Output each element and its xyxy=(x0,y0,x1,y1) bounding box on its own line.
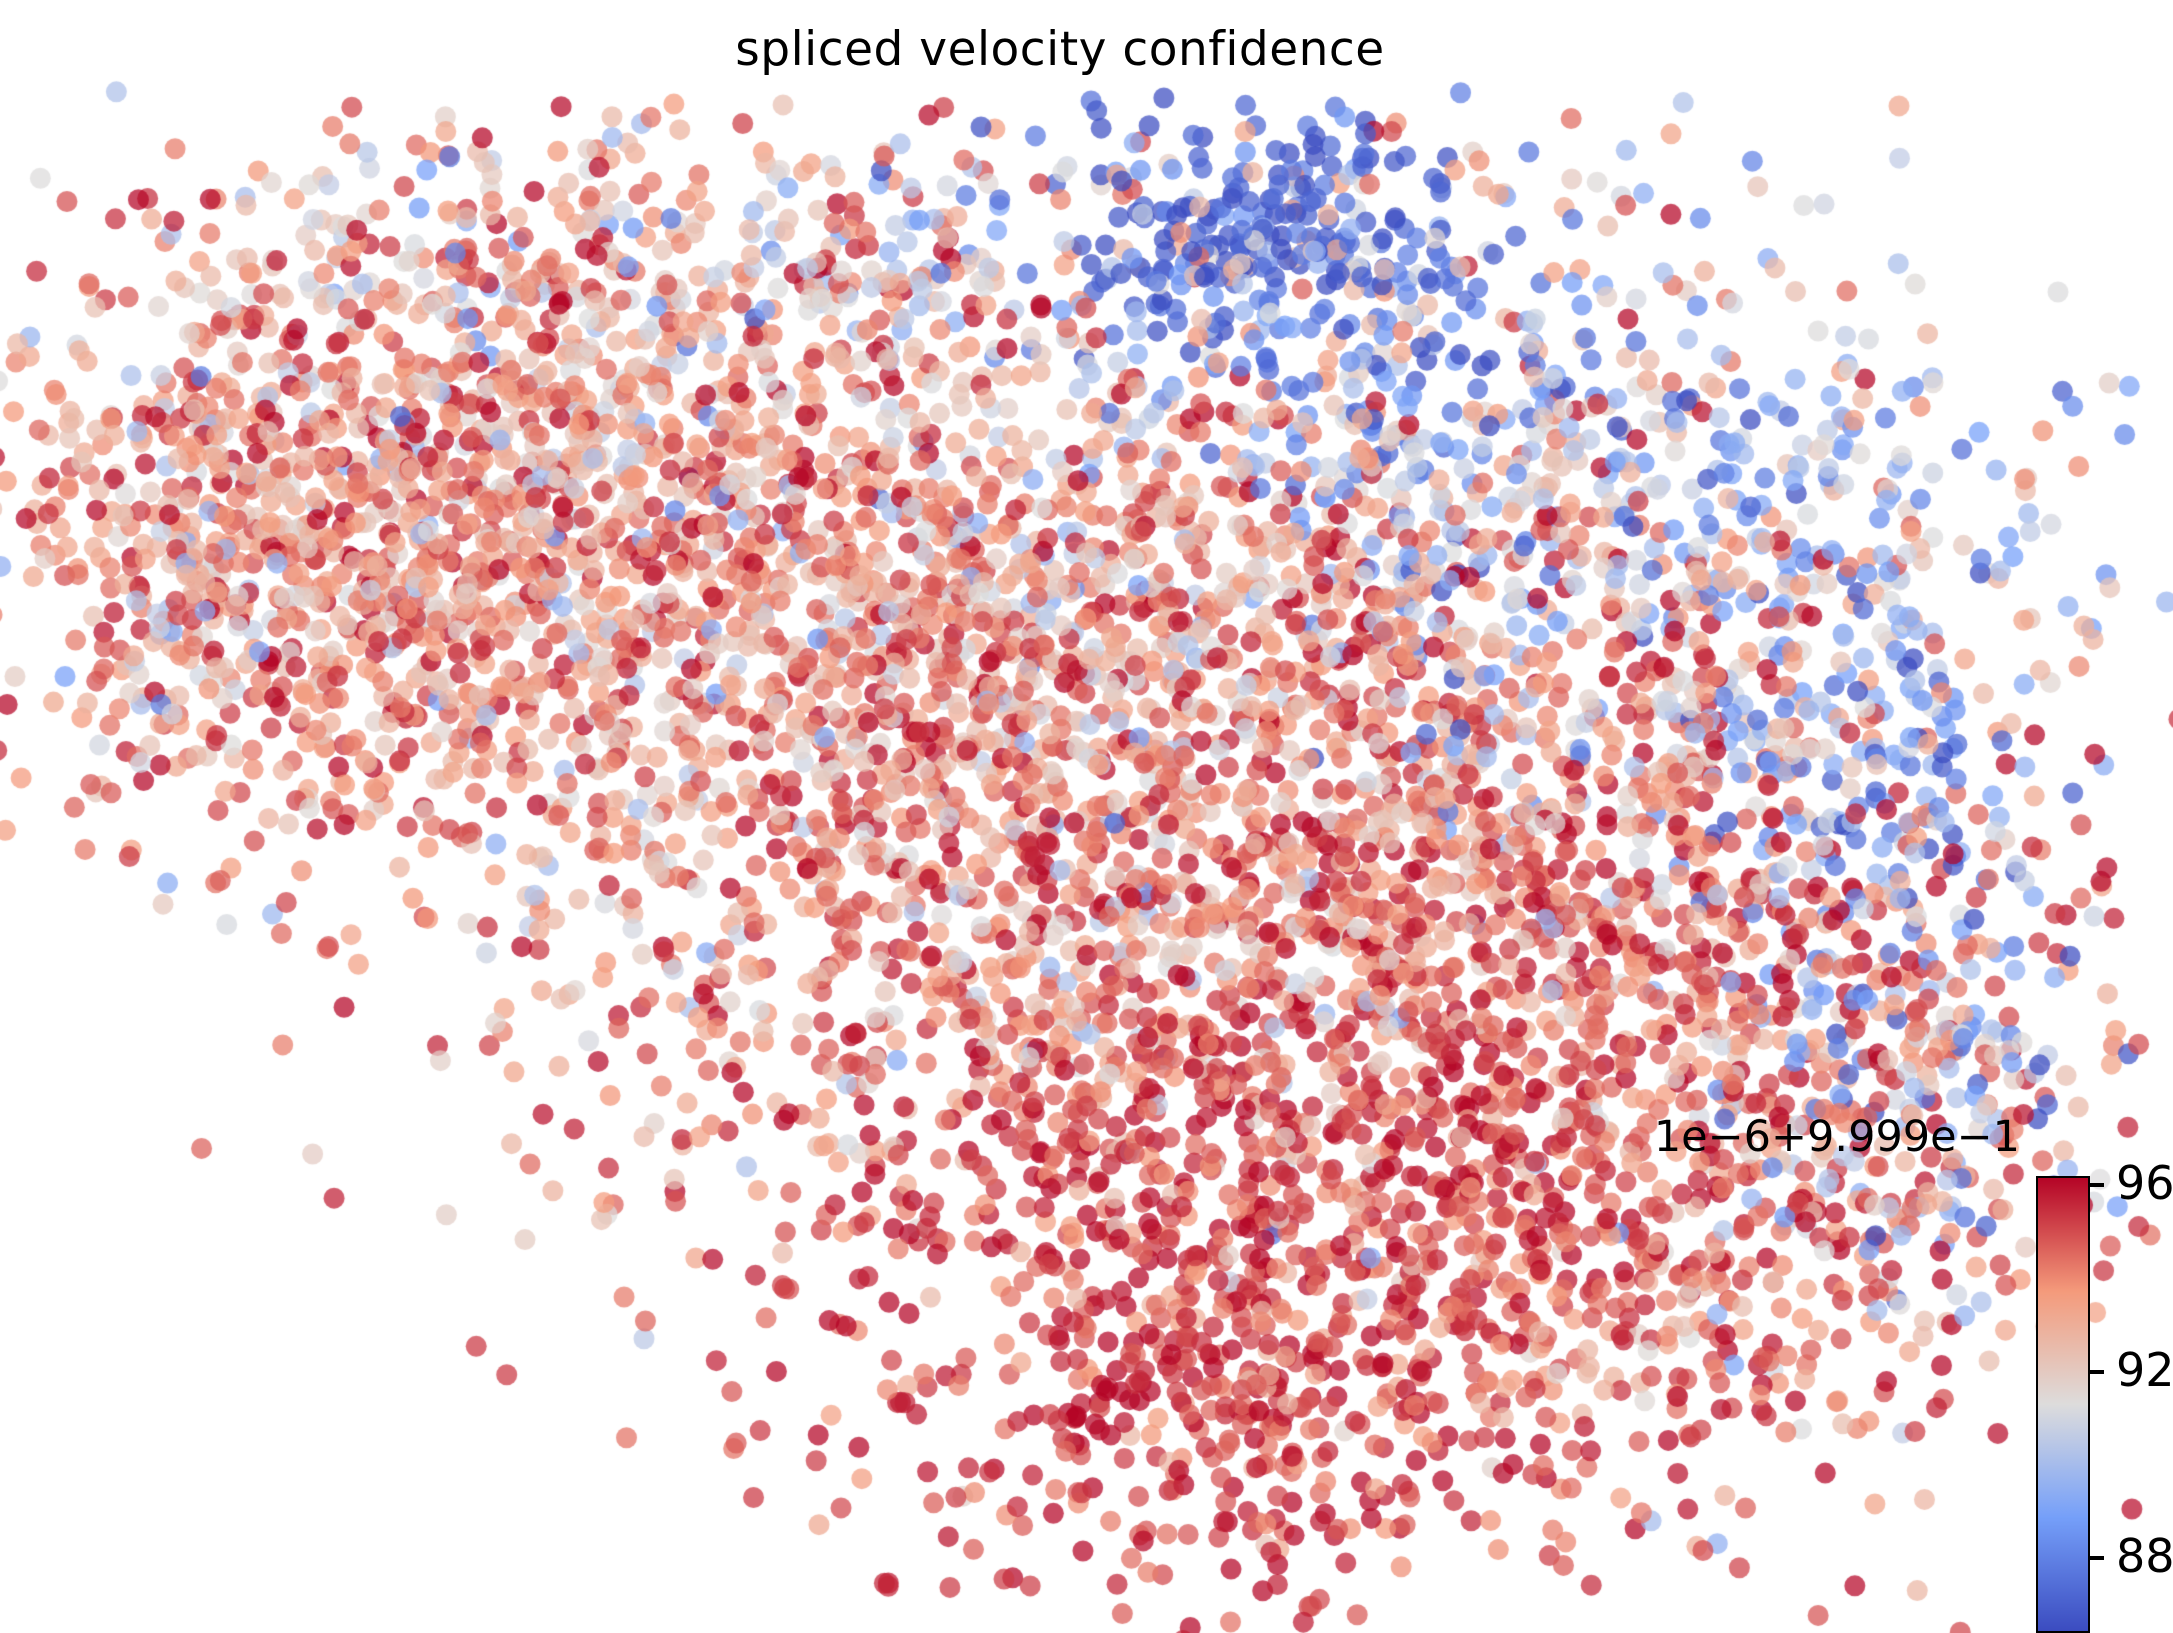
colorbar-gradient xyxy=(2036,1176,2090,1633)
figure-title: spliced velocity confidence xyxy=(735,22,1385,77)
colorbar: 96 92 88 xyxy=(2036,1156,2173,1633)
colorbar-tick-label: 92 xyxy=(2116,1342,2173,1397)
colorbar-tick-label: 96 xyxy=(2116,1156,2173,1211)
colorbar-offset-label: 1e−6+9.999e−1 xyxy=(1653,1112,2020,1162)
colorbar-tick-mark xyxy=(2090,1369,2104,1374)
colorbar-tick-mark xyxy=(2090,1556,2104,1561)
colorbar-tick-mark xyxy=(2090,1183,2104,1188)
colorbar-tick-label: 88 xyxy=(2116,1529,2173,1584)
